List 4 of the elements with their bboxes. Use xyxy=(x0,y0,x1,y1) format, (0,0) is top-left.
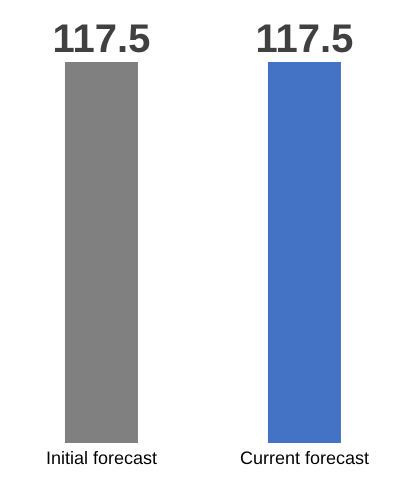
data-label: 117.5 xyxy=(256,17,354,61)
data-label: 117.5 xyxy=(52,17,150,61)
x-tick-label: Current forecast xyxy=(240,448,370,468)
x-tick-label: Initial forecast xyxy=(46,448,158,468)
